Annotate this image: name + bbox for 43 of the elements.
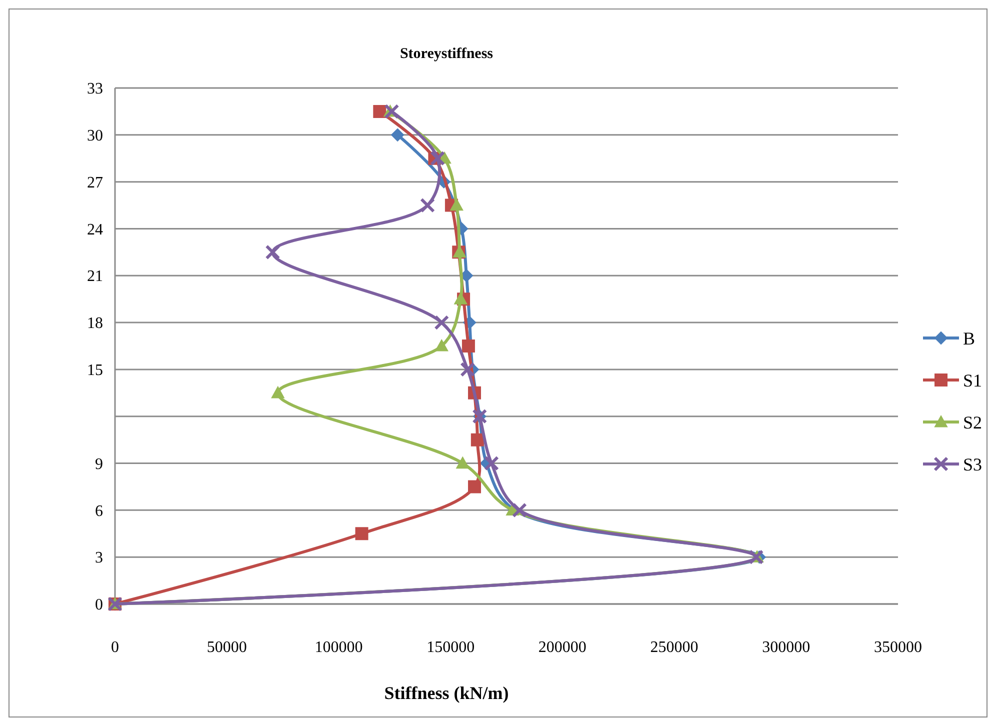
- y-tick-label: 33: [87, 80, 103, 98]
- point: [484, 456, 500, 471]
- point: [512, 502, 527, 518]
- y-tick-label: 27: [87, 174, 103, 192]
- point: [450, 198, 464, 211]
- legend-label: S3: [963, 454, 982, 474]
- point: [454, 292, 468, 304]
- point: [271, 386, 284, 398]
- y-tick-label: 18: [87, 315, 103, 332]
- x-axis-title: Stiffness (kN/m): [384, 683, 509, 703]
- x-tick-label: 50000: [206, 639, 247, 656]
- point: [420, 198, 436, 213]
- point: [470, 433, 484, 446]
- x-tick-label: 0: [111, 639, 119, 656]
- y-tick-label: 9: [95, 456, 103, 473]
- chart-title: Storeystiffness: [400, 46, 494, 62]
- y-tick-label: 3: [95, 550, 103, 567]
- point: [355, 527, 368, 540]
- point: [265, 244, 280, 260]
- y-tick-label: 24: [87, 221, 103, 238]
- x-tick-label: 200000: [538, 639, 586, 656]
- x-tick-label: 350000: [874, 639, 922, 656]
- point: [468, 480, 482, 494]
- point: [456, 456, 470, 469]
- point: [430, 150, 446, 166]
- y-tick-label: 0: [95, 596, 103, 614]
- point: [462, 340, 475, 352]
- point: [460, 362, 476, 377]
- legend-label: S2: [963, 412, 982, 432]
- y-tick-label: 21: [87, 268, 103, 286]
- point: [391, 128, 404, 142]
- y-tick-label: 15: [87, 362, 103, 380]
- point: [434, 315, 450, 330]
- y-tick-label: 6: [95, 502, 103, 520]
- y-tick-label: 30: [87, 128, 103, 145]
- legend-label: B: [963, 328, 976, 348]
- legend-label: S1: [963, 370, 982, 390]
- x-tick-label: 150000: [426, 639, 475, 656]
- point: [373, 104, 386, 118]
- point: [435, 340, 448, 352]
- x-tick-label: 300000: [762, 639, 810, 656]
- x-tick-label: 100000: [314, 639, 363, 656]
- x-tick-label: 250000: [650, 639, 698, 656]
